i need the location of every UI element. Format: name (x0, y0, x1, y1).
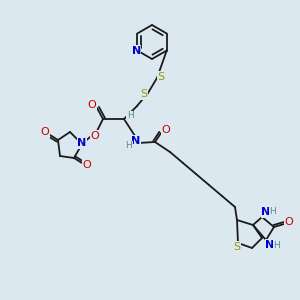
Text: O: O (88, 100, 96, 110)
Text: N: N (261, 207, 271, 217)
Text: N: N (131, 136, 141, 146)
Text: H: H (126, 142, 132, 151)
Text: S: S (140, 89, 148, 99)
Text: S: S (158, 72, 165, 82)
Text: S: S (233, 242, 241, 252)
Text: O: O (91, 131, 99, 141)
Text: N: N (77, 138, 87, 148)
Text: H: H (127, 112, 134, 121)
Text: O: O (82, 160, 91, 170)
Text: N: N (266, 240, 274, 250)
Text: O: O (285, 217, 293, 227)
Text: N: N (132, 46, 141, 56)
Text: O: O (162, 125, 170, 135)
Text: O: O (40, 127, 50, 137)
Text: H: H (274, 241, 280, 250)
Text: H: H (270, 208, 276, 217)
